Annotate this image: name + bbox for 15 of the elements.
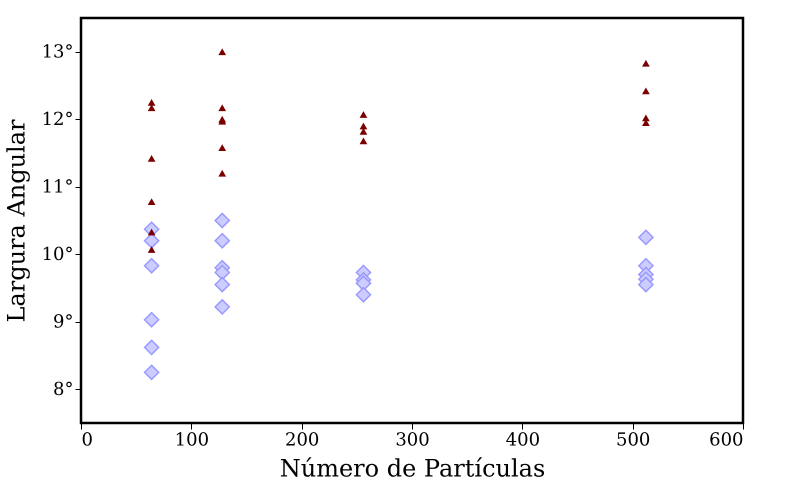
y-tick-label: 9°: [53, 311, 74, 332]
y-tick-label: 8°: [53, 378, 74, 400]
y-tick-label: 13°: [42, 41, 74, 62]
y-axis-title: Largura Angular: [2, 118, 31, 323]
y-tick-label: 10°: [42, 244, 74, 265]
x-axis-title: Número de Partículas: [280, 454, 546, 482]
x-tick-label: 400: [506, 430, 540, 450]
x-tick-label: 0: [82, 430, 93, 450]
y-tick-label: 11°: [42, 176, 74, 198]
x-tick-label: 300: [395, 430, 430, 450]
y-tick-label: 12°: [42, 108, 74, 130]
x-tick-label: 200: [284, 430, 320, 450]
x-tick-label: 100: [174, 430, 210, 450]
x-tick-label: 500: [616, 430, 650, 450]
x-tick-label: 600: [709, 430, 744, 450]
